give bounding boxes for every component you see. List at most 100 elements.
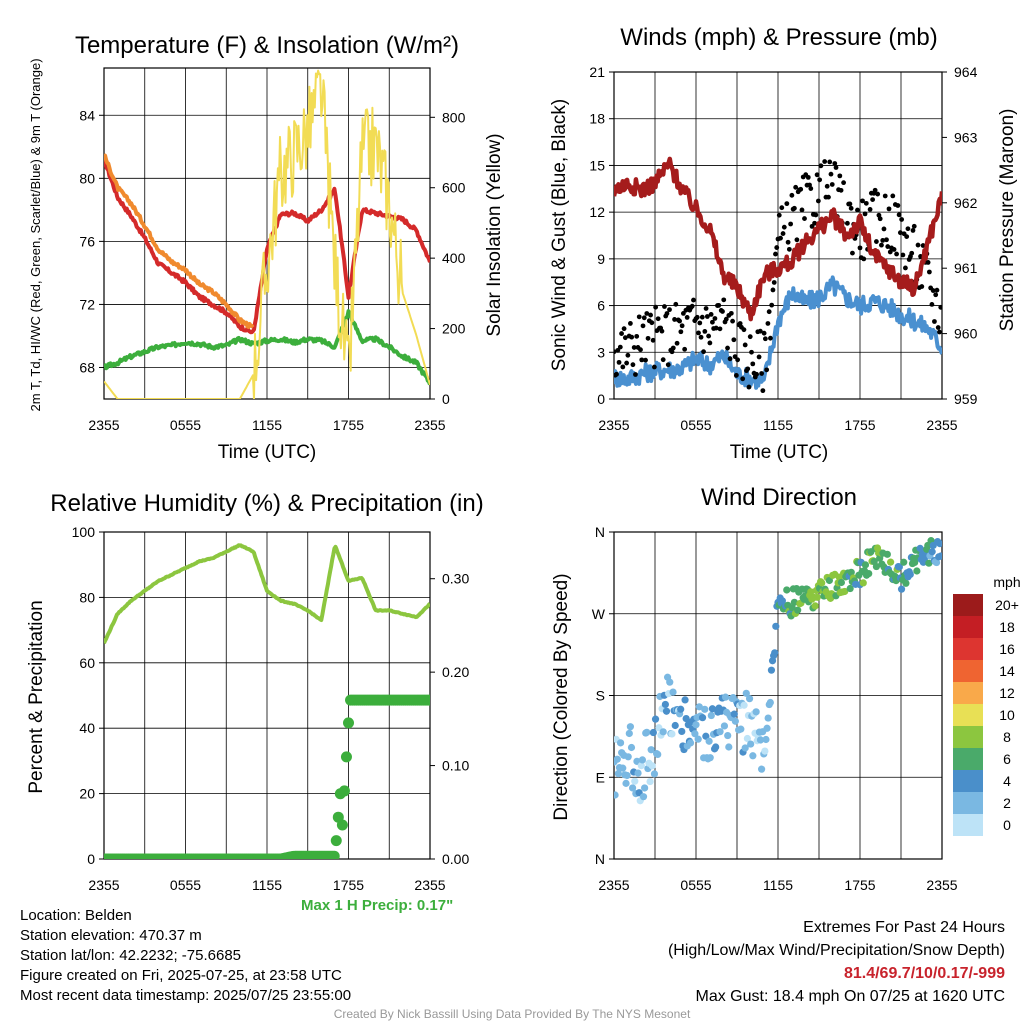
y-tick-label: S (596, 688, 605, 704)
legend-swatch (953, 638, 983, 660)
gust-point (929, 302, 935, 307)
precip-point (336, 819, 348, 831)
gust-point (895, 203, 901, 208)
y-tick-label: 72 (79, 296, 95, 312)
gust-point (643, 357, 648, 363)
gust-point (701, 349, 706, 355)
direction-point (677, 705, 685, 713)
direction-point (767, 666, 776, 674)
gust-point (674, 340, 680, 346)
y-tick-label: 84 (79, 107, 95, 123)
gust-point (870, 197, 876, 202)
gust-point (890, 193, 896, 199)
direction-point (626, 723, 635, 731)
gust-point (630, 362, 636, 368)
gust-point (639, 357, 645, 363)
gust-point (874, 239, 879, 244)
gust-point (926, 269, 932, 275)
y2-tick-label: 961 (954, 260, 978, 276)
gust-point (723, 316, 729, 322)
gust-point (841, 180, 846, 186)
gust-point (884, 237, 889, 243)
direction-point (837, 578, 846, 587)
x-tick-label: 0555 (170, 417, 201, 433)
max-precip-annotation: Max 1 H Precip: 0.17" (301, 897, 454, 914)
gust-point (938, 304, 942, 310)
wind-ylabel-right: Station Pressure (Maroon) (997, 109, 1018, 332)
y2-tick-label: 200 (442, 321, 466, 337)
direction-point (825, 576, 833, 585)
direction-point (887, 558, 895, 566)
x-tick-label: 2355 (598, 417, 629, 433)
direction-point (625, 729, 633, 738)
gust-point (844, 220, 850, 226)
y-tick-label: 9 (597, 251, 605, 267)
direction-point (846, 584, 854, 593)
legend-label: 12 (999, 685, 1015, 701)
gust-point (771, 280, 777, 285)
panel-4: 2355 0555 1155 1755 2355 N E S W N (592, 524, 958, 893)
direction-point (883, 550, 891, 558)
direction-point (928, 548, 936, 556)
series-line (104, 69, 430, 399)
y-tick-label: 80 (79, 589, 95, 605)
direction-point (647, 746, 655, 754)
gust-point (650, 337, 656, 343)
gust-point (822, 159, 828, 164)
gust-point (862, 211, 868, 217)
gust-point (622, 335, 628, 341)
gust-point (910, 228, 916, 233)
gust-point (776, 212, 782, 218)
y-tick-label: 15 (589, 157, 605, 173)
x-tick-label: 1755 (333, 417, 364, 433)
direction-point (671, 721, 679, 730)
gust-point (824, 183, 830, 189)
gust-point (760, 388, 766, 394)
direction-point (646, 777, 654, 786)
direction-point (764, 714, 772, 722)
direction-point (737, 725, 745, 733)
direction-point (695, 703, 703, 711)
gust-point (617, 344, 623, 350)
gust-point (899, 217, 905, 222)
gust-point (877, 216, 883, 222)
y-tick-label: E (596, 769, 605, 785)
direction-point (637, 761, 645, 770)
gust-point (699, 314, 705, 320)
direction-point (707, 711, 715, 720)
plot-area (104, 69, 430, 399)
gust-point (703, 306, 709, 311)
gust-point (798, 186, 804, 192)
gust-point (774, 245, 780, 250)
direction-point (623, 771, 631, 780)
y-tick-label: 60 (79, 655, 95, 671)
direction-point (761, 747, 769, 755)
legend-title: mph (993, 574, 1020, 590)
direction-point (692, 721, 700, 729)
gust-point (881, 226, 887, 232)
direction-point (872, 562, 881, 571)
gust-point (915, 242, 921, 248)
gust-point (696, 330, 701, 336)
gust-point (847, 201, 853, 207)
legend-swatch (953, 770, 983, 792)
direction-point (936, 540, 942, 548)
temp-ylabel-left: 2m T, Td, HI/WC (Red, Green, Scarlet/Blu… (28, 58, 43, 411)
precip-point (340, 751, 352, 763)
credit-text: Created By Nick Bassill Using Data Provi… (333, 1007, 691, 1021)
y-tick-label: N (595, 524, 605, 540)
wind-panel-title: Winds (mph) & Pressure (mb) (620, 24, 937, 51)
direction-point (634, 769, 642, 777)
gust-point (628, 321, 633, 326)
gust-point (792, 205, 797, 211)
chart-panels: 2355 0555 1155 1755 235568727680840200400600… (72, 64, 978, 893)
gust-point (691, 297, 696, 303)
gust-point (633, 372, 638, 377)
gust-point (694, 314, 700, 320)
direction-point (716, 728, 724, 736)
gust-point (625, 352, 631, 358)
direction-point (847, 568, 855, 576)
wdir-panel-title: Wind Direction (701, 484, 857, 511)
gust-point (733, 373, 739, 378)
gust-point (850, 250, 855, 256)
